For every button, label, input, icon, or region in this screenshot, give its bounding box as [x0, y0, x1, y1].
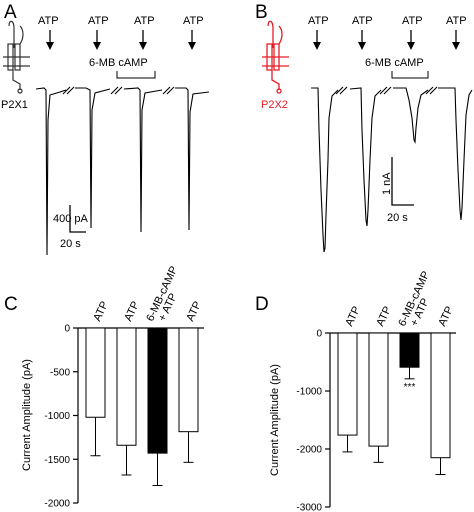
svg-text:ATP: ATP: [134, 15, 155, 27]
panel-label-b: B: [255, 2, 268, 23]
atp-arrow-b4: ATP: [446, 15, 467, 50]
y-tick-label: 0: [64, 324, 70, 335]
svg-text:ATP: ATP: [352, 15, 373, 27]
receptor-label-p2x2: P2X2: [261, 99, 288, 111]
y-tick-label: -2000: [296, 445, 322, 456]
significance-annotation: ***: [404, 382, 416, 393]
p2x1-receptor-icon: [3, 20, 30, 94]
scale-bar-a: 400 pA 20 s: [53, 205, 89, 250]
current-trace-p2x1: [35, 86, 210, 256]
current-trace-p2x2: [311, 86, 473, 253]
y-tick-label: -2000: [44, 499, 70, 510]
modulator-bar-a: 6-MB cAMP: [89, 57, 156, 79]
panel-b: B P2X2 ATP ATP ATP ATP: [255, 2, 473, 253]
svg-text:ATP: ATP: [446, 15, 467, 27]
y-axis-label: Current Amplitude (pA): [21, 359, 33, 471]
panel-d: D 0 -1000 -2000 -3000 Current Amplitude (pA)…: [255, 269, 456, 512]
panel-label-c: C: [4, 294, 18, 315]
category-label: ATP: [184, 300, 204, 324]
panel-c: C 0 -500 -1000 -1500 -2000 Current Amplitude …: [4, 264, 204, 510]
receptor-label-p2x1: P2X1: [1, 99, 28, 111]
panel-label-a: A: [4, 2, 17, 23]
bar: [178, 327, 199, 433]
svg-text:ATP: ATP: [402, 15, 423, 27]
modulator-bar-b: 6-MB cAMP: [365, 57, 429, 79]
bar: [85, 327, 106, 418]
panel-label-d: D: [255, 294, 269, 315]
svg-text:6-MB cAMP: 6-MB cAMP: [365, 57, 424, 69]
y-axis-label: Current Amplitude (pA): [269, 364, 281, 476]
svg-text:ATP: ATP: [183, 15, 204, 27]
atp-arrow-a3: ATP: [134, 15, 155, 50]
bar: [337, 332, 358, 436]
scale-time-a: 20 s: [60, 238, 81, 250]
y-tick-label: 0: [316, 329, 322, 340]
atp-arrow-a2: ATP: [88, 15, 109, 50]
atp-arrow-b1: ATP: [308, 15, 329, 50]
category-label: ATP: [91, 300, 111, 324]
scale-bar-b: 1 nA 20 s: [381, 157, 414, 224]
atp-arrow-b2: ATP: [352, 15, 373, 50]
panel-a: A P2X1 ATP ATP ATP ATP: [1, 2, 210, 256]
category-label: ATP: [343, 305, 363, 329]
y-tick-label: -500: [50, 367, 70, 378]
atp-arrow-a1: ATP: [38, 15, 59, 50]
scale-current-b: 1 nA: [381, 172, 393, 195]
bar: [399, 332, 420, 368]
atp-arrow-b3: ATP: [402, 15, 423, 50]
y-tick-label: -3000: [296, 503, 322, 512]
bar: [368, 332, 389, 447]
y-tick-label: -1000: [44, 411, 70, 422]
y-tick-label: -1000: [296, 387, 322, 398]
category-label: ATP: [436, 305, 456, 329]
svg-text:6-MB cAMP: 6-MB cAMP: [89, 57, 148, 69]
scale-current-a: 400 pA: [53, 213, 89, 225]
p2x2-receptor-icon: [262, 20, 289, 94]
y-tick-label: -1500: [44, 455, 70, 466]
bar-chart-c: 0 -500 -1000 -1500 -2000 Current Amplitude (p…: [21, 264, 204, 510]
atp-arrow-a4: ATP: [183, 15, 204, 50]
svg-text:ATP: ATP: [308, 15, 329, 27]
svg-text:ATP: ATP: [88, 15, 109, 27]
svg-text:ATP: ATP: [38, 15, 59, 27]
category-label: ATP: [122, 300, 142, 324]
bar-chart-d: 0 -1000 -2000 -3000 Current Amplitude (pA) AT…: [269, 269, 456, 512]
category-label: ATP: [374, 305, 394, 329]
scale-time-b: 20 s: [387, 212, 408, 224]
bar: [147, 327, 168, 454]
bar: [430, 332, 451, 459]
bar: [116, 327, 137, 446]
